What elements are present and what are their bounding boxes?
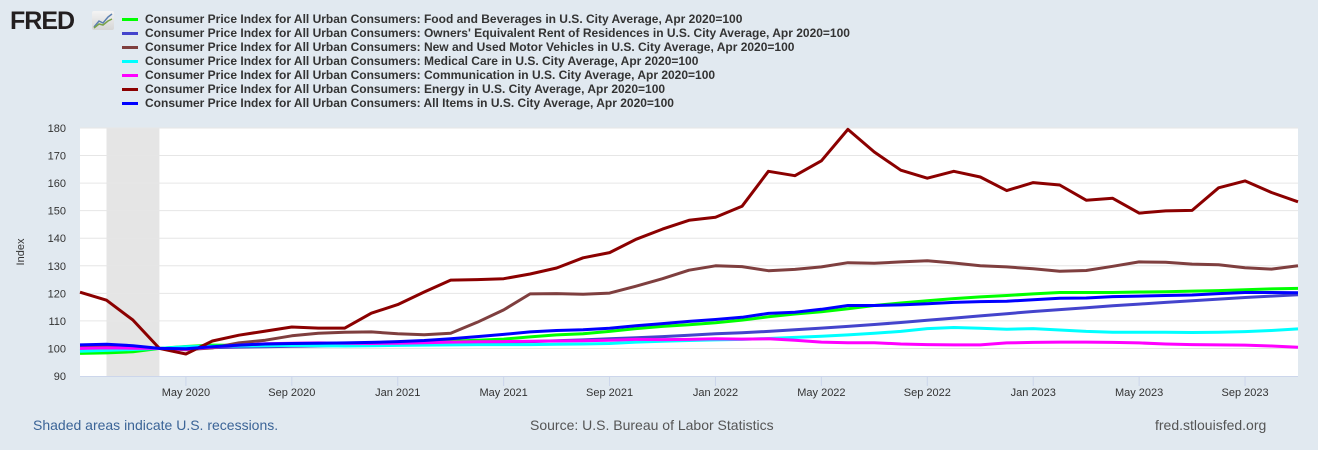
legend-item[interactable]: Consumer Price Index for All Urban Consu… — [122, 68, 850, 82]
legend-swatch — [122, 59, 138, 63]
x-tick-label: Sep 2023 — [1221, 387, 1268, 399]
legend-label: Consumer Price Index for All Urban Consu… — [145, 40, 795, 54]
x-tick-label: Sep 2021 — [586, 387, 633, 399]
series-line — [79, 259, 1299, 352]
x-tick-label: Sep 2020 — [268, 387, 315, 399]
y-tick-label: 130 — [48, 261, 66, 273]
legend-label: Consumer Price Index for All Urban Consu… — [145, 12, 743, 26]
legend-label: Consumer Price Index for All Urban Consu… — [145, 26, 850, 40]
legend-swatch — [122, 87, 138, 91]
series-line — [79, 127, 1299, 356]
y-tick-label: 170 — [48, 151, 66, 163]
x-tick-label: Jan 2023 — [1011, 387, 1056, 399]
chart-logo-icon — [92, 11, 114, 30]
legend-swatch — [122, 17, 138, 21]
chart-legend: Consumer Price Index for All Urban Consu… — [122, 12, 850, 110]
y-tick-label: 180 — [48, 123, 66, 135]
y-tick-label: 90 — [54, 371, 66, 383]
legend-item[interactable]: Consumer Price Index for All Urban Consu… — [122, 40, 850, 54]
legend-item[interactable]: Consumer Price Index for All Urban Consu… — [122, 82, 850, 96]
x-tick-label: Jan 2021 — [375, 387, 420, 399]
y-tick-label: 160 — [48, 178, 66, 190]
legend-item[interactable]: Consumer Price Index for All Urban Consu… — [122, 26, 850, 40]
x-tick-label: Jan 2022 — [693, 387, 738, 399]
legend-swatch — [122, 31, 138, 35]
x-tick-label: May 2022 — [797, 387, 845, 399]
y-tick-label: 150 — [48, 206, 66, 218]
x-tick-label: Sep 2022 — [904, 387, 951, 399]
x-tick-label: May 2023 — [1115, 387, 1163, 399]
site-link[interactable]: fred.stlouisfed.org — [1155, 417, 1267, 433]
legend-item[interactable]: Consumer Price Index for All Urban Consu… — [122, 12, 850, 26]
legend-swatch — [122, 73, 138, 77]
y-tick-label: 140 — [48, 233, 66, 245]
recession-note: Shaded areas indicate U.S. recessions. — [33, 417, 279, 433]
y-tick-label: 100 — [48, 343, 66, 355]
legend-label: Consumer Price Index for All Urban Consu… — [145, 68, 716, 82]
legend-swatch — [122, 101, 138, 105]
x-tick-label: May 2021 — [479, 387, 527, 399]
legend-label: Consumer Price Index for All Urban Consu… — [145, 54, 699, 68]
legend-item[interactable]: Consumer Price Index for All Urban Consu… — [122, 54, 850, 68]
recession-shade — [106, 128, 160, 376]
series-line — [79, 291, 1299, 351]
y-tick-label: 120 — [48, 288, 66, 300]
y-axis-label: Index — [15, 238, 27, 265]
y-tick-label: 110 — [48, 316, 66, 328]
legend-label: Consumer Price Index for All Urban Consu… — [145, 82, 666, 96]
source-note: Source: U.S. Bureau of Labor Statistics — [530, 417, 774, 433]
x-tick-label: May 2020 — [162, 387, 210, 399]
fred-logo[interactable]: FRED — [10, 7, 75, 35]
legend-item[interactable]: Consumer Price Index for All Urban Consu… — [122, 96, 850, 110]
legend-label: Consumer Price Index for All Urban Consu… — [145, 96, 674, 110]
legend-swatch — [122, 45, 138, 49]
